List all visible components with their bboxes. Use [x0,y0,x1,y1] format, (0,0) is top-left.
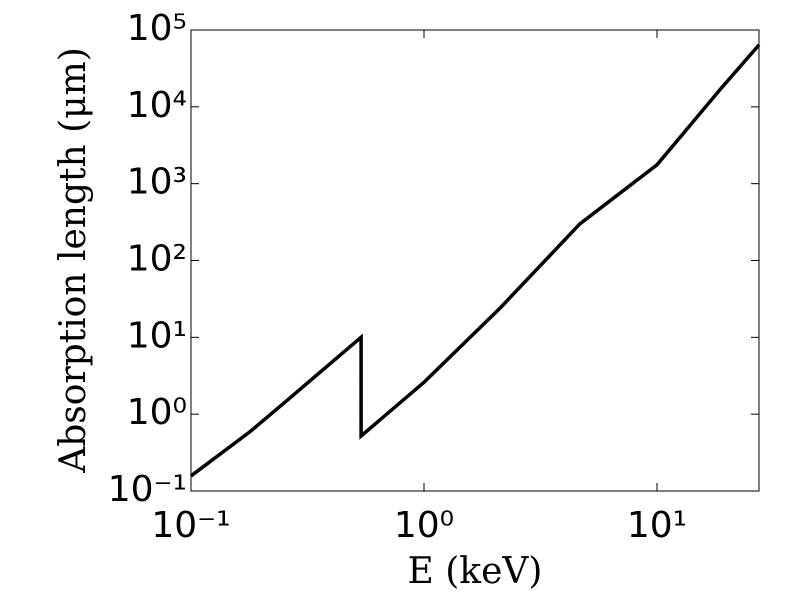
y-tick-label: 10⁴ [127,85,187,126]
x-axis-label: E (keV) [408,551,543,592]
plot-frame [190,29,760,492]
y-tick-label: 10⁰ [127,392,187,433]
y-tick-label: 10⁵ [127,8,187,49]
y-tick-label: 10² [127,239,187,280]
y-tick-label: 10⁻¹ [108,469,187,510]
data-line [189,43,761,478]
y-tick-label: 10¹ [127,315,187,356]
y-axis-label: Absorption length (μm) [53,47,94,474]
y-tick-label: 10³ [127,162,187,203]
x-tick-label: 10⁻¹ [151,505,230,546]
x-tick-label: 10⁰ [394,505,454,546]
x-tick-label: 10¹ [627,505,687,546]
